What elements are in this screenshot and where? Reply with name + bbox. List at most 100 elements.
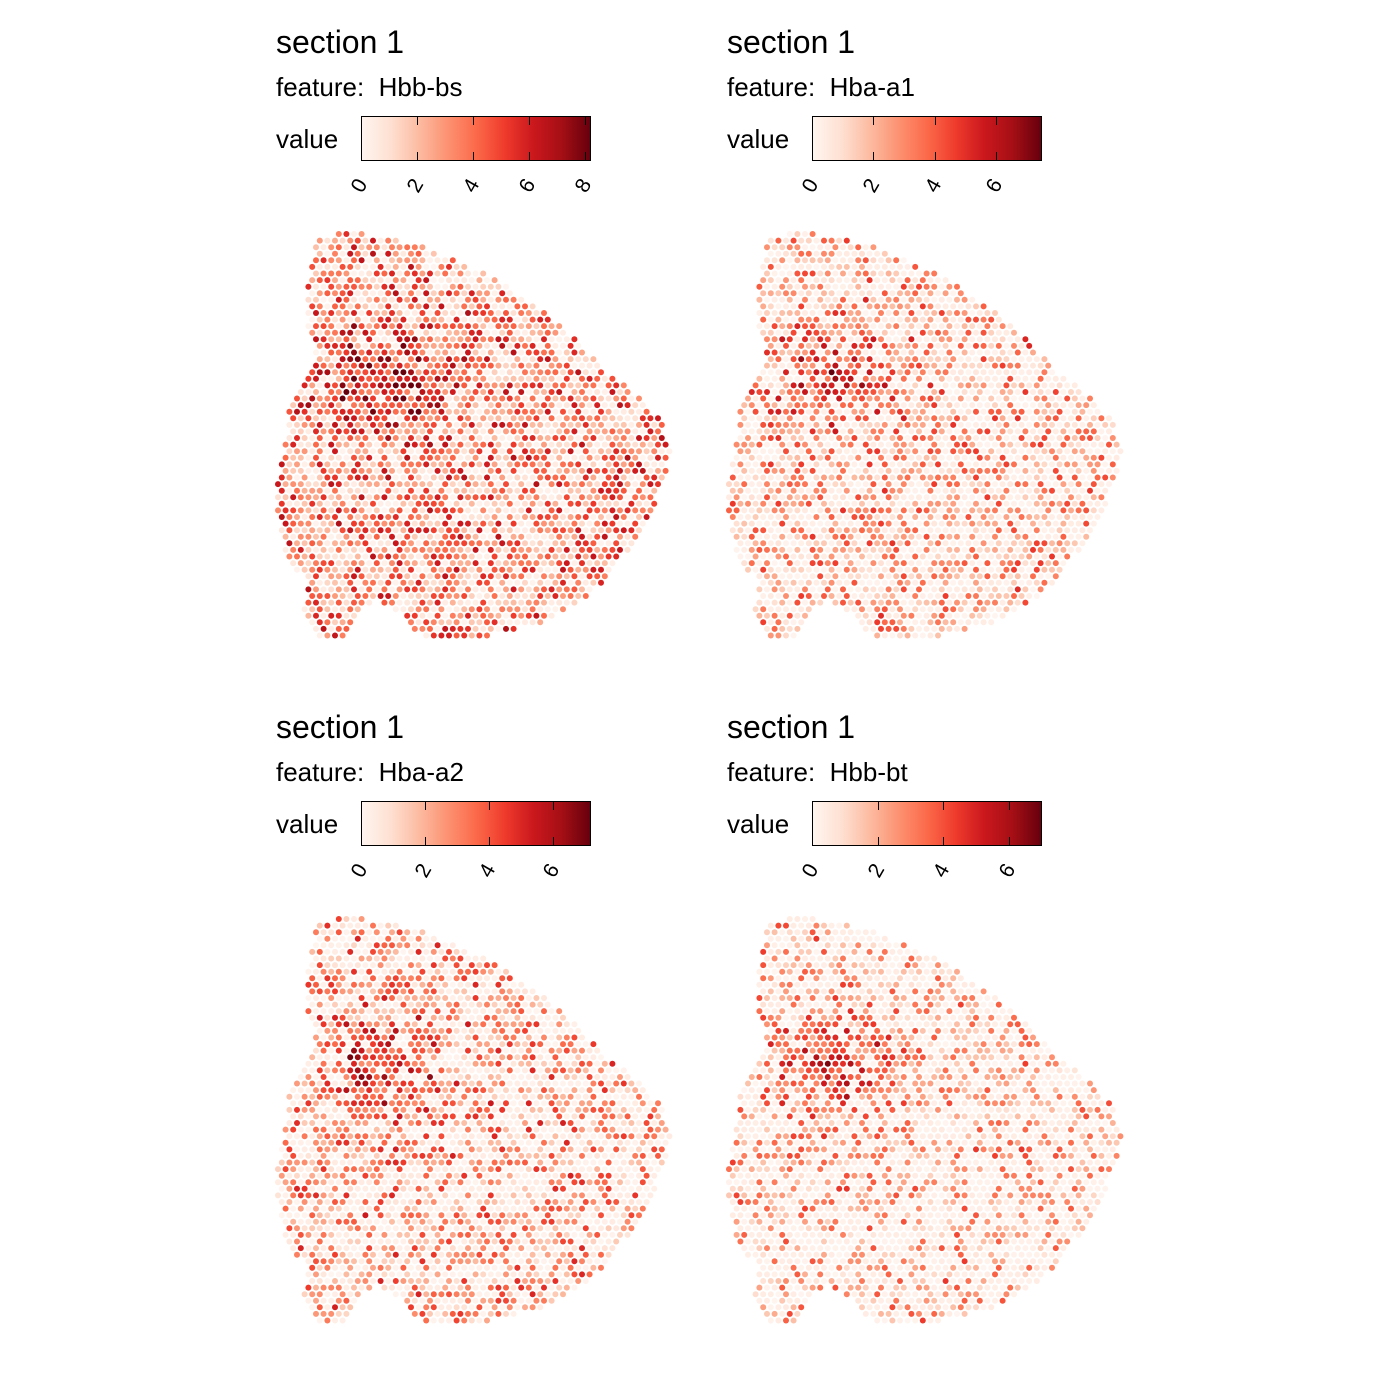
spot bbox=[1030, 546, 1036, 553]
spot bbox=[484, 500, 490, 507]
spot bbox=[465, 375, 471, 382]
spot bbox=[297, 467, 304, 474]
spot bbox=[790, 237, 797, 244]
spot bbox=[305, 467, 312, 474]
spot bbox=[510, 612, 517, 619]
spot bbox=[328, 929, 335, 936]
spot bbox=[821, 369, 827, 376]
spot bbox=[533, 507, 540, 514]
spot bbox=[771, 507, 778, 514]
spot bbox=[617, 441, 623, 448]
spot bbox=[639, 494, 646, 501]
spot bbox=[389, 283, 395, 290]
spot bbox=[294, 461, 300, 468]
spot bbox=[893, 520, 900, 527]
spot bbox=[541, 560, 547, 567]
spot bbox=[885, 375, 892, 382]
spot bbox=[859, 527, 865, 534]
spot bbox=[961, 560, 968, 567]
spot bbox=[935, 382, 941, 389]
spot bbox=[976, 546, 983, 553]
spot bbox=[590, 448, 597, 455]
spot bbox=[980, 395, 987, 402]
spot bbox=[729, 514, 736, 520]
spot bbox=[1079, 527, 1086, 534]
spot bbox=[609, 520, 616, 527]
spot bbox=[1049, 448, 1055, 455]
spot bbox=[411, 349, 418, 356]
spot bbox=[579, 573, 585, 580]
spot bbox=[628, 474, 635, 481]
spot bbox=[889, 527, 896, 534]
spot bbox=[1014, 362, 1021, 369]
spot bbox=[916, 349, 922, 356]
spot bbox=[995, 329, 1002, 336]
spot bbox=[598, 566, 604, 573]
spot bbox=[362, 474, 369, 481]
spot bbox=[1014, 507, 1021, 514]
spot bbox=[411, 968, 418, 975]
spot bbox=[423, 421, 430, 428]
spot bbox=[362, 316, 369, 323]
spot bbox=[465, 560, 471, 567]
spot bbox=[377, 448, 384, 455]
spot bbox=[836, 540, 843, 547]
spot bbox=[594, 520, 601, 527]
spot bbox=[427, 375, 433, 382]
spot bbox=[446, 553, 452, 560]
spot bbox=[832, 402, 839, 409]
spot bbox=[916, 612, 922, 619]
spot bbox=[965, 553, 972, 560]
spot bbox=[320, 415, 327, 422]
spot bbox=[980, 369, 987, 376]
spot bbox=[984, 586, 991, 593]
spot bbox=[442, 349, 449, 356]
spot bbox=[862, 481, 869, 488]
spot bbox=[563, 481, 570, 488]
spot bbox=[514, 619, 521, 626]
spot bbox=[366, 402, 373, 409]
spot bbox=[1030, 573, 1036, 580]
spot bbox=[980, 303, 987, 310]
spot bbox=[347, 237, 354, 244]
spot bbox=[1068, 507, 1074, 514]
spot bbox=[400, 935, 407, 942]
spot bbox=[843, 435, 850, 441]
spot bbox=[805, 540, 812, 547]
spot bbox=[1011, 514, 1017, 520]
spot bbox=[1011, 487, 1017, 494]
spot bbox=[525, 494, 532, 501]
spot bbox=[957, 540, 964, 547]
spot bbox=[373, 296, 380, 303]
spot bbox=[415, 527, 422, 534]
spot bbox=[893, 296, 900, 303]
spot bbox=[552, 395, 559, 402]
spot bbox=[855, 612, 862, 619]
spot bbox=[537, 435, 544, 441]
spot bbox=[1106, 467, 1112, 474]
spot bbox=[366, 375, 373, 382]
spot bbox=[461, 342, 468, 349]
spot bbox=[586, 362, 593, 369]
spot bbox=[889, 342, 896, 349]
spot bbox=[472, 995, 479, 1001]
spot bbox=[950, 435, 957, 441]
spot bbox=[404, 375, 411, 382]
spot bbox=[339, 290, 346, 297]
spot bbox=[904, 435, 911, 441]
spot bbox=[802, 494, 808, 501]
spot bbox=[851, 487, 858, 494]
spot bbox=[935, 619, 941, 626]
spot bbox=[487, 546, 494, 553]
spot bbox=[343, 981, 350, 988]
spot bbox=[805, 553, 812, 560]
spot bbox=[335, 323, 342, 330]
spot bbox=[862, 349, 869, 356]
spot bbox=[935, 435, 941, 441]
spot bbox=[598, 579, 604, 586]
spot bbox=[851, 263, 858, 270]
spot bbox=[351, 375, 357, 382]
spot bbox=[1033, 395, 1040, 402]
spot bbox=[358, 402, 365, 409]
spot bbox=[840, 349, 846, 356]
